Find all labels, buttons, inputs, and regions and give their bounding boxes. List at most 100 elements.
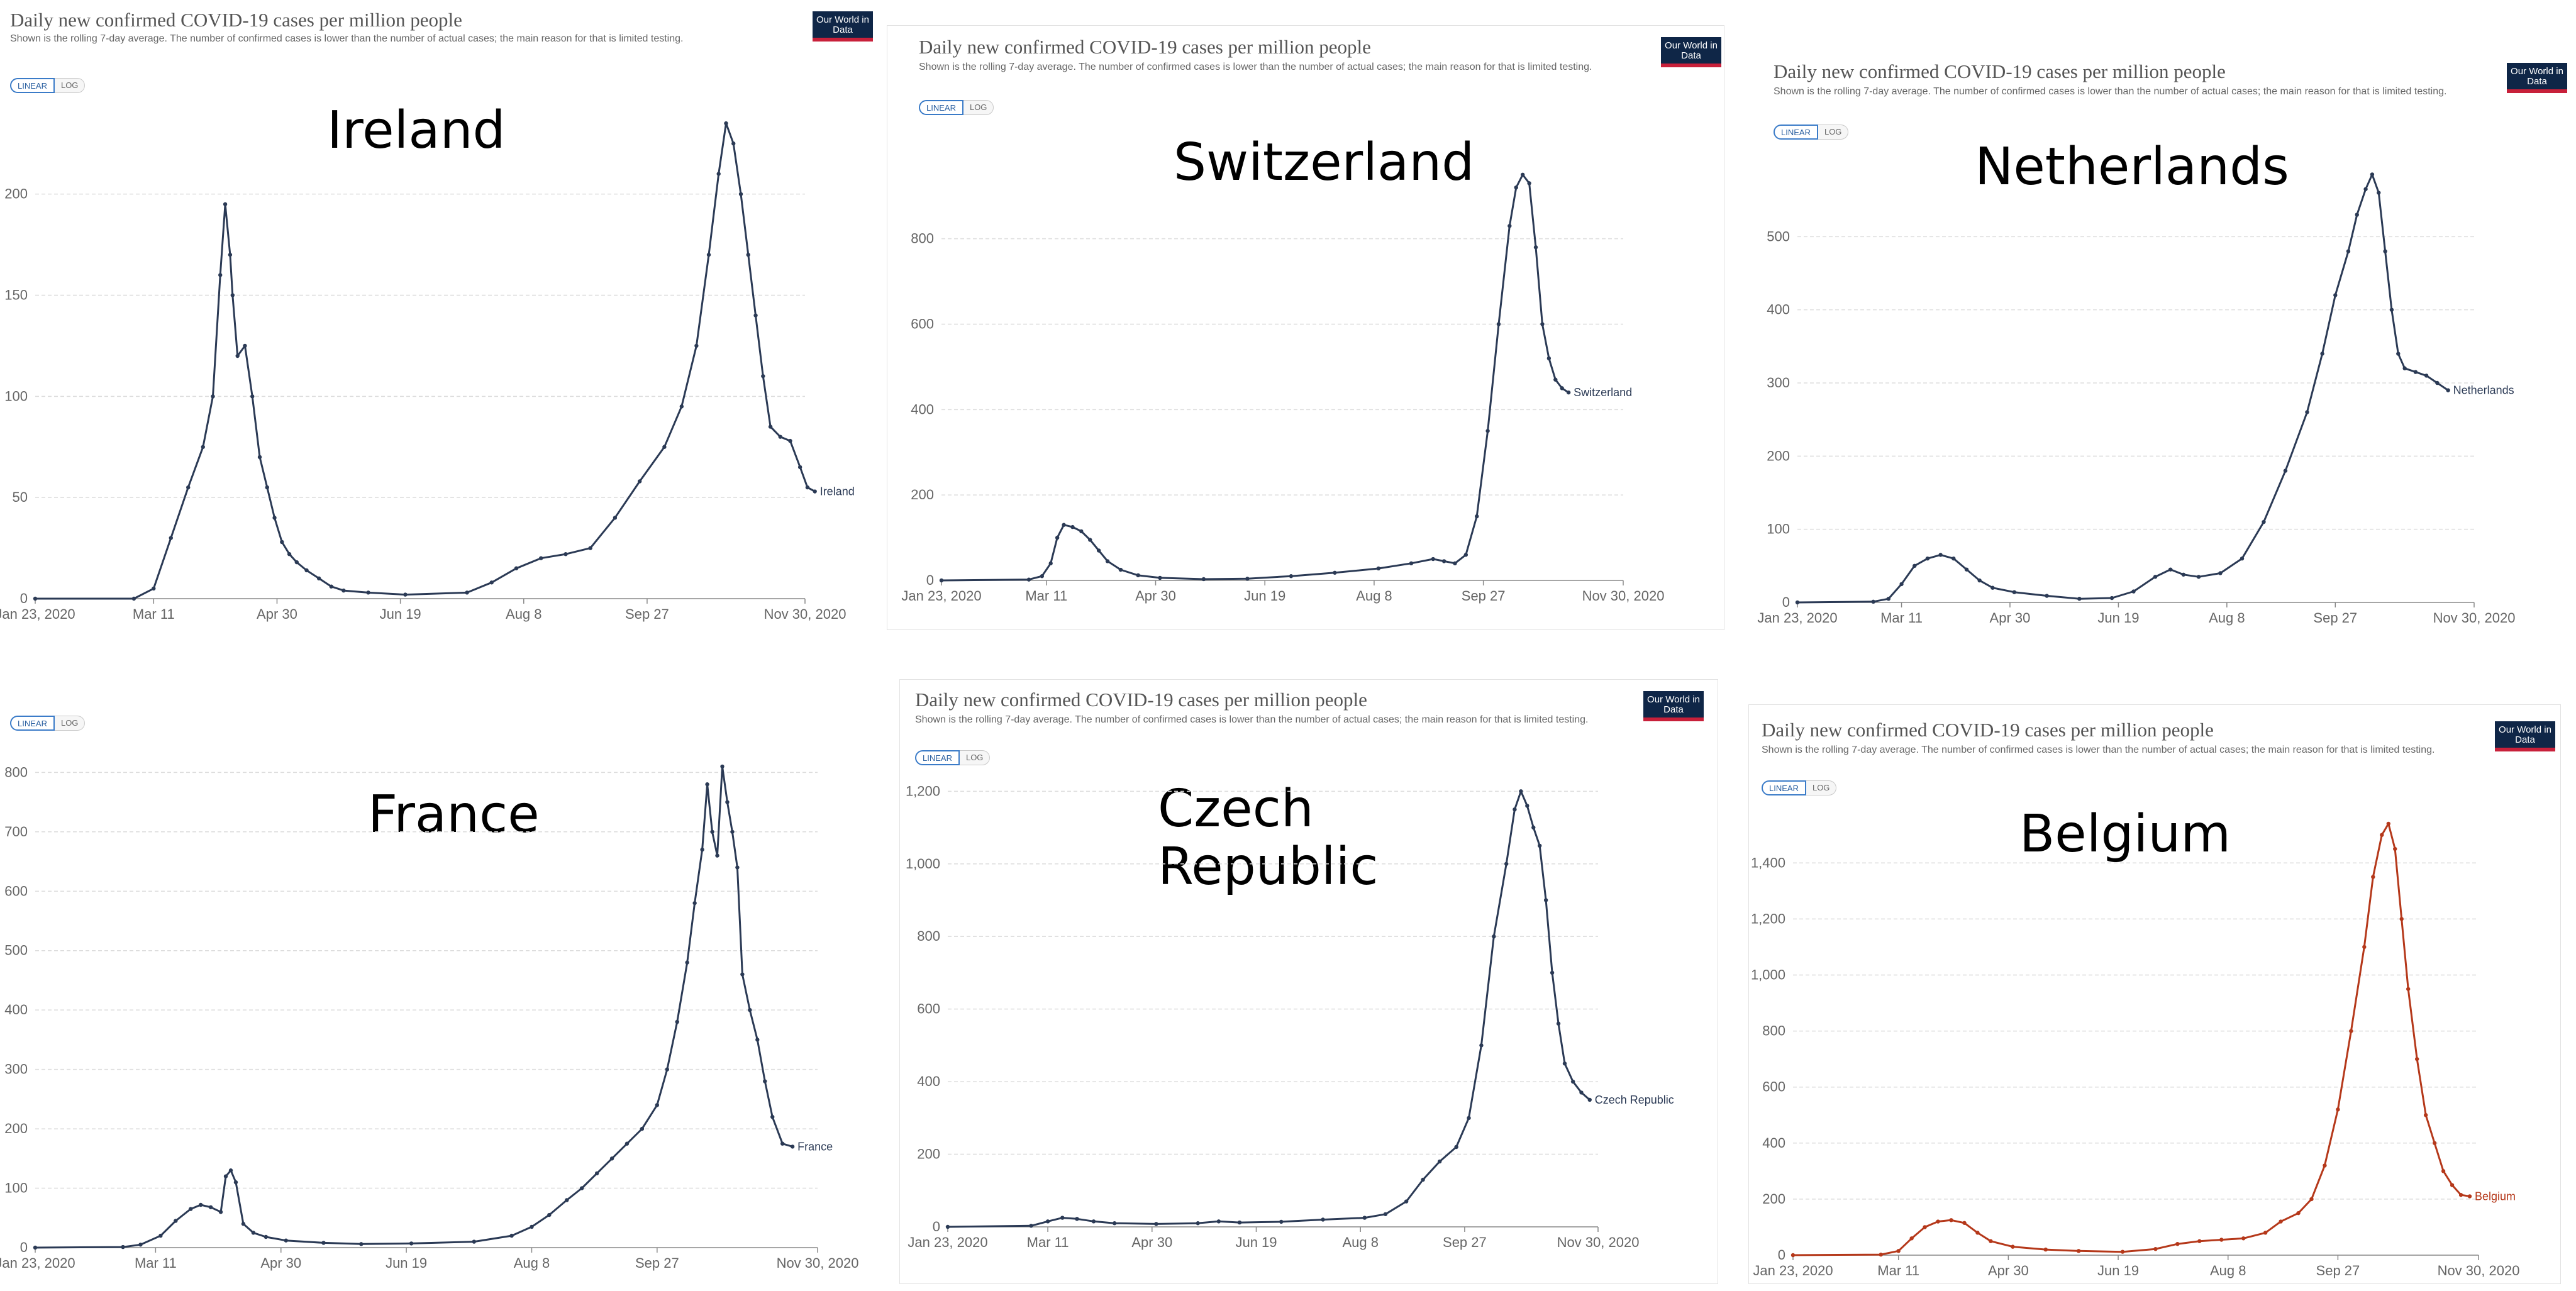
scale-toggle[interactable]: LINEAR LOG (1762, 780, 1837, 795)
y-tick-label: 700 (4, 824, 28, 839)
scale-toggle[interactable]: LINEAR LOG (919, 100, 994, 115)
line-chart: 0 100 200 300 400 500 Jan 23, 2020 Mar 11 Apr 30… (1757, 172, 2516, 626)
scale-toggle[interactable]: LINEAR LOG (1774, 125, 1849, 140)
x-tick-label: Apr 30 (1135, 588, 1176, 604)
y-tick-label: 0 (20, 590, 28, 606)
data-point (472, 1239, 476, 1244)
data-point (735, 865, 740, 870)
linear-toggle-button[interactable]: LINEAR (10, 78, 55, 93)
data-point (1321, 1217, 1325, 1222)
data-point (715, 853, 719, 858)
data-point (2441, 1169, 2446, 1173)
log-toggle-button[interactable]: LOG (54, 716, 86, 731)
scale-toggle[interactable]: LINEAR LOG (10, 78, 86, 93)
y-tick-label: 800 (917, 928, 940, 944)
x-tick-label: Jun 19 (2097, 1263, 2139, 1278)
data-point (761, 374, 765, 379)
chart-title: Daily new confirmed COVID-19 cases per m… (919, 36, 1371, 58)
data-point (257, 455, 262, 460)
data-point (790, 1144, 795, 1149)
data-point (1237, 1220, 1242, 1225)
x-tick-label: Nov 30, 2020 (1557, 1234, 1640, 1250)
data-point (235, 353, 240, 358)
data-point (1062, 523, 1066, 527)
data-point (1989, 1239, 1993, 1243)
log-toggle-button[interactable]: LOG (959, 750, 991, 765)
data-point (1431, 557, 1435, 562)
data-point (2240, 557, 2245, 561)
x-tick-label: Aug 8 (514, 1255, 550, 1271)
data-point (1909, 1236, 1914, 1241)
x-tick-label: Nov 30, 2020 (2433, 610, 2516, 626)
data-point (945, 1224, 950, 1229)
data-point (223, 202, 228, 206)
data-point (675, 1019, 679, 1024)
data-point (564, 552, 568, 557)
data-point (2262, 519, 2266, 524)
data-point (251, 1231, 256, 1235)
data-point (763, 1079, 767, 1083)
log-toggle-button[interactable]: LOG (1806, 780, 1837, 795)
data-point (1201, 577, 1206, 582)
x-tick-label: Apr 30 (1988, 1263, 2029, 1278)
data-point (1029, 1224, 1033, 1228)
data-point (1527, 181, 1531, 186)
data-point (1463, 553, 1468, 557)
data-point (685, 960, 689, 965)
data-point (189, 1207, 193, 1211)
data-point (1871, 599, 1875, 604)
line-chart: 0 200 400 600 800 1,000 1,200 Jan 23, 2020 Mar 1… (906, 783, 1674, 1250)
x-tick-label: Jan 23, 2020 (0, 1255, 75, 1271)
country-label: France (368, 785, 540, 845)
data-point (588, 546, 592, 550)
linear-toggle-button[interactable]: LINEAR (1762, 780, 1806, 795)
data-point (1879, 1252, 1883, 1257)
data-point (1977, 578, 1982, 583)
data-point (1158, 575, 1162, 580)
chart-subtitle: Shown is the rolling 7-day average. The … (919, 62, 1592, 72)
x-tick-label: Mar 11 (135, 1255, 177, 1271)
data-point (1485, 429, 1490, 433)
chart-subtitle: Shown is the rolling 7-day average. The … (1774, 86, 2447, 97)
series-end-label: Czech Republic (1595, 1094, 1674, 1106)
y-tick-label: 50 (13, 489, 28, 505)
data-point (2446, 388, 2450, 392)
linear-toggle-button[interactable]: LINEAR (10, 716, 55, 731)
line-chart: 0 50 100 150 200 Jan 23, 2020 Mar 11 Apr 30 Jun … (0, 121, 855, 622)
scale-toggle[interactable]: LINEAR LOG (10, 716, 86, 731)
log-toggle-button[interactable]: LOG (963, 100, 994, 115)
chart-panel-france: LINEAR LOG France 0 100 200 300 400 500 600 700 8… (0, 698, 874, 1291)
linear-toggle-button[interactable]: LINEAR (919, 100, 963, 115)
y-tick-label: 800 (1762, 1023, 1785, 1039)
data-point (1556, 1021, 1561, 1026)
x-tick-label: Mar 11 (1877, 1263, 1919, 1278)
log-toggle-button[interactable]: LOG (54, 78, 86, 93)
data-point (1333, 570, 1337, 575)
data-point (705, 782, 709, 787)
data-point (218, 1210, 223, 1214)
data-point (1525, 804, 1530, 808)
data-point (1951, 557, 1956, 561)
data-point (1118, 567, 1123, 572)
chart-panel-netherlands: Daily new confirmed COVID-19 cases per m… (1755, 50, 2576, 629)
data-point (694, 343, 699, 348)
data-point (1587, 1097, 1592, 1102)
scale-toggle[interactable]: LINEAR LOG (915, 750, 991, 765)
data-point (640, 1126, 645, 1131)
linear-toggle-button[interactable]: LINEAR (915, 750, 960, 765)
data-point (211, 394, 215, 399)
data-point (609, 1156, 614, 1161)
data-point (1075, 1217, 1079, 1221)
data-point (724, 121, 728, 126)
y-tick-label: 500 (1767, 228, 1790, 244)
y-tick-label: 200 (1767, 448, 1790, 463)
log-toggle-button[interactable]: LOG (1818, 125, 1849, 140)
x-tick-label: Sep 27 (625, 606, 669, 622)
data-point (805, 485, 810, 490)
data-point (1048, 561, 1053, 566)
data-point (186, 485, 191, 490)
data-point (264, 1234, 269, 1239)
linear-toggle-button[interactable]: LINEAR (1774, 125, 1818, 140)
y-tick-label: 200 (911, 487, 934, 502)
data-point (1362, 1216, 1367, 1220)
